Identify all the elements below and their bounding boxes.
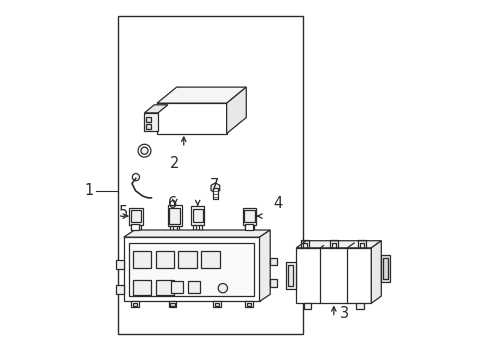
- Bar: [193, 225, 196, 230]
- Bar: [177, 226, 179, 232]
- Bar: [192, 209, 203, 222]
- Bar: [287, 265, 293, 286]
- Bar: [270, 257, 276, 265]
- Bar: [168, 301, 176, 307]
- Circle shape: [141, 147, 148, 154]
- Circle shape: [132, 174, 139, 181]
- Text: 7: 7: [209, 178, 218, 193]
- Bar: [187, 281, 200, 293]
- Bar: [130, 210, 141, 222]
- Polygon shape: [381, 255, 389, 282]
- Bar: [146, 117, 150, 122]
- Bar: [129, 243, 254, 296]
- Polygon shape: [226, 87, 246, 134]
- Bar: [242, 207, 256, 225]
- Bar: [303, 303, 311, 309]
- Bar: [146, 124, 150, 129]
- Bar: [355, 303, 363, 309]
- Bar: [201, 251, 220, 268]
- Bar: [132, 280, 151, 295]
- Bar: [244, 225, 247, 230]
- Bar: [170, 226, 172, 232]
- Bar: [246, 302, 251, 306]
- Bar: [178, 251, 197, 268]
- Polygon shape: [211, 183, 219, 193]
- Bar: [128, 207, 143, 225]
- Bar: [132, 302, 137, 306]
- Bar: [251, 225, 253, 230]
- Bar: [213, 188, 217, 199]
- Text: 5: 5: [118, 204, 127, 220]
- Bar: [116, 260, 123, 269]
- Bar: [270, 279, 276, 287]
- Bar: [170, 302, 174, 306]
- Bar: [244, 210, 254, 222]
- Bar: [131, 224, 139, 230]
- Bar: [190, 206, 204, 225]
- Bar: [199, 225, 202, 230]
- Text: 3: 3: [339, 306, 348, 321]
- Polygon shape: [296, 248, 370, 303]
- Bar: [118, 16, 303, 334]
- Bar: [155, 251, 174, 268]
- Bar: [170, 281, 183, 293]
- Polygon shape: [123, 237, 259, 301]
- Polygon shape: [157, 87, 246, 103]
- Circle shape: [138, 144, 151, 157]
- Polygon shape: [157, 103, 226, 134]
- Polygon shape: [370, 241, 381, 303]
- Bar: [155, 280, 174, 295]
- Bar: [132, 251, 151, 268]
- Polygon shape: [285, 262, 296, 289]
- Polygon shape: [296, 241, 381, 248]
- Bar: [215, 302, 219, 306]
- Text: 1: 1: [84, 183, 94, 198]
- Text: 6: 6: [168, 196, 177, 211]
- Bar: [131, 301, 139, 307]
- Bar: [213, 301, 221, 307]
- Bar: [169, 208, 180, 224]
- Bar: [244, 224, 253, 230]
- Bar: [382, 258, 387, 279]
- Polygon shape: [259, 230, 270, 301]
- Polygon shape: [144, 105, 167, 113]
- Polygon shape: [144, 113, 158, 131]
- Bar: [244, 301, 253, 307]
- Text: 2: 2: [170, 157, 179, 171]
- Polygon shape: [123, 230, 270, 237]
- Text: 4: 4: [273, 196, 283, 211]
- Bar: [116, 285, 123, 294]
- Bar: [167, 205, 182, 226]
- Circle shape: [218, 284, 227, 293]
- Bar: [131, 225, 134, 230]
- Bar: [138, 225, 140, 230]
